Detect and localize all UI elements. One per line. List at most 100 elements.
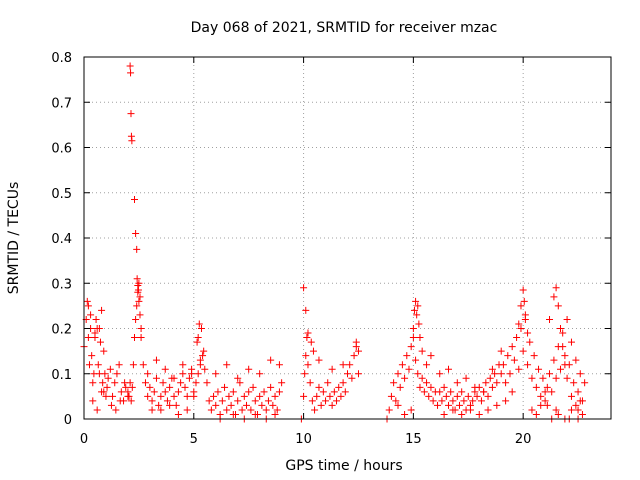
data-point bbox=[488, 365, 496, 373]
data-point bbox=[144, 392, 152, 400]
chart-title: Day 068 of 2021, SRMTID for receiver mza… bbox=[191, 20, 498, 36]
data-point bbox=[418, 374, 426, 382]
data-point bbox=[532, 410, 540, 418]
data-point bbox=[526, 338, 534, 346]
data-point bbox=[303, 334, 311, 342]
data-point bbox=[581, 379, 589, 387]
data-point bbox=[136, 311, 144, 319]
data-point bbox=[508, 343, 516, 351]
x-tick-label: 0 bbox=[80, 432, 88, 447]
data-point bbox=[445, 365, 453, 373]
data-point bbox=[326, 392, 334, 400]
y-tick-label: 0.4 bbox=[51, 232, 72, 247]
data-point bbox=[414, 370, 422, 378]
data-point bbox=[466, 406, 474, 414]
data-point bbox=[300, 284, 308, 292]
data-point bbox=[346, 361, 354, 369]
data-point bbox=[300, 392, 308, 400]
data-point bbox=[574, 406, 582, 414]
data-point bbox=[491, 370, 499, 378]
data-point bbox=[83, 297, 91, 305]
data-point bbox=[322, 397, 330, 405]
data-point bbox=[256, 392, 264, 400]
data-point bbox=[578, 410, 586, 418]
data-point bbox=[423, 361, 431, 369]
data-point bbox=[556, 325, 564, 332]
x-tick-label: 10 bbox=[295, 432, 312, 447]
data-point bbox=[155, 401, 163, 409]
data-point bbox=[194, 334, 202, 342]
data-point bbox=[229, 410, 237, 418]
data-point bbox=[493, 401, 501, 409]
data-point bbox=[258, 401, 266, 409]
data-point bbox=[552, 406, 560, 414]
data-point bbox=[506, 370, 514, 378]
data-point bbox=[99, 379, 107, 387]
data-point bbox=[128, 137, 136, 145]
data-point bbox=[249, 383, 257, 391]
data-point bbox=[543, 383, 551, 391]
data-point bbox=[132, 315, 140, 323]
data-point bbox=[179, 361, 187, 369]
data-point bbox=[107, 401, 115, 409]
data-point bbox=[157, 406, 165, 414]
axis-ticks bbox=[83, 56, 611, 420]
data-point bbox=[484, 392, 492, 400]
data-point bbox=[146, 383, 154, 391]
data-point bbox=[392, 397, 400, 405]
data-point bbox=[556, 365, 564, 373]
data-point bbox=[416, 383, 424, 391]
data-point bbox=[554, 302, 562, 310]
data-point bbox=[256, 370, 264, 378]
data-point bbox=[87, 311, 95, 319]
data-point bbox=[195, 320, 203, 328]
data-point bbox=[337, 392, 345, 400]
data-point bbox=[484, 406, 492, 414]
data-point bbox=[572, 401, 580, 409]
data-point bbox=[166, 383, 174, 391]
data-point bbox=[223, 361, 231, 369]
data-point bbox=[344, 370, 351, 378]
data-point bbox=[317, 401, 325, 409]
y-tick-label: 0.3 bbox=[51, 277, 72, 292]
data-point bbox=[453, 379, 461, 387]
data-point bbox=[85, 361, 93, 369]
data-point bbox=[541, 388, 549, 396]
data-point bbox=[502, 397, 510, 405]
data-point bbox=[532, 383, 540, 391]
x-tick-label: 20 bbox=[515, 432, 532, 447]
data-point bbox=[539, 374, 547, 382]
data-point bbox=[315, 356, 323, 364]
data-point bbox=[508, 388, 516, 396]
data-point bbox=[251, 397, 259, 405]
data-point bbox=[157, 392, 165, 400]
data-point bbox=[134, 282, 142, 290]
data-point bbox=[190, 392, 198, 400]
data-point bbox=[267, 356, 275, 364]
data-point bbox=[109, 392, 117, 400]
data-point bbox=[515, 365, 523, 373]
data-point bbox=[159, 379, 167, 387]
data-point bbox=[192, 379, 200, 387]
data-point bbox=[436, 370, 444, 378]
data-point bbox=[401, 374, 409, 382]
data-point bbox=[352, 338, 360, 346]
data-point bbox=[92, 315, 100, 323]
data-point bbox=[236, 379, 244, 387]
data-point bbox=[576, 397, 584, 405]
data-point bbox=[214, 388, 222, 396]
data-point bbox=[200, 347, 208, 355]
data-point bbox=[405, 365, 413, 373]
data-point bbox=[464, 392, 472, 400]
data-point bbox=[530, 352, 538, 360]
data-points bbox=[80, 62, 589, 423]
data-point bbox=[429, 397, 437, 405]
data-point bbox=[302, 306, 310, 314]
data-point bbox=[102, 392, 110, 400]
data-point bbox=[88, 352, 96, 360]
data-point bbox=[543, 401, 551, 409]
x-tick-label: 15 bbox=[405, 432, 422, 447]
data-point bbox=[199, 352, 207, 360]
data-point bbox=[475, 410, 483, 418]
data-point bbox=[91, 329, 99, 337]
